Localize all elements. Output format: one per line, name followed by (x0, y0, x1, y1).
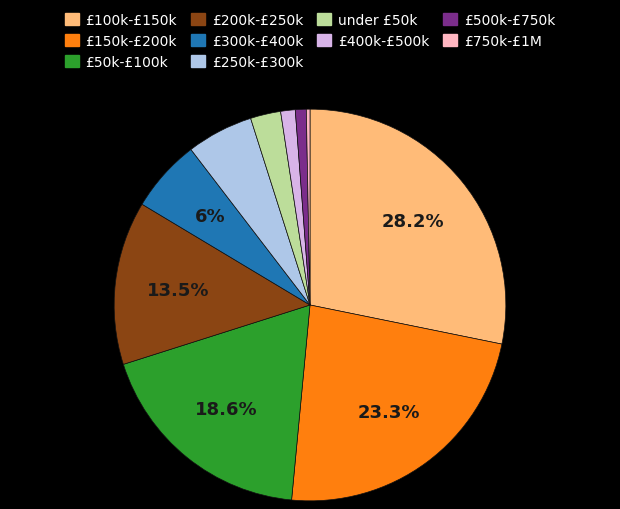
Wedge shape (306, 110, 310, 305)
Wedge shape (295, 110, 310, 305)
Text: 18.6%: 18.6% (195, 400, 258, 418)
Text: 28.2%: 28.2% (382, 212, 445, 230)
Wedge shape (191, 119, 310, 305)
Legend: £100k-£150k, £150k-£200k, £50k-£100k, £200k-£250k, £300k-£400k, £250k-£300k, und: £100k-£150k, £150k-£200k, £50k-£100k, £2… (58, 7, 562, 76)
Text: 6%: 6% (195, 208, 226, 226)
Text: 23.3%: 23.3% (358, 403, 420, 421)
Wedge shape (142, 150, 310, 305)
Text: 13.5%: 13.5% (146, 281, 209, 299)
Wedge shape (291, 305, 502, 501)
Wedge shape (250, 112, 310, 305)
Wedge shape (114, 205, 310, 364)
Wedge shape (123, 305, 310, 500)
Wedge shape (310, 110, 506, 345)
Wedge shape (281, 110, 310, 305)
